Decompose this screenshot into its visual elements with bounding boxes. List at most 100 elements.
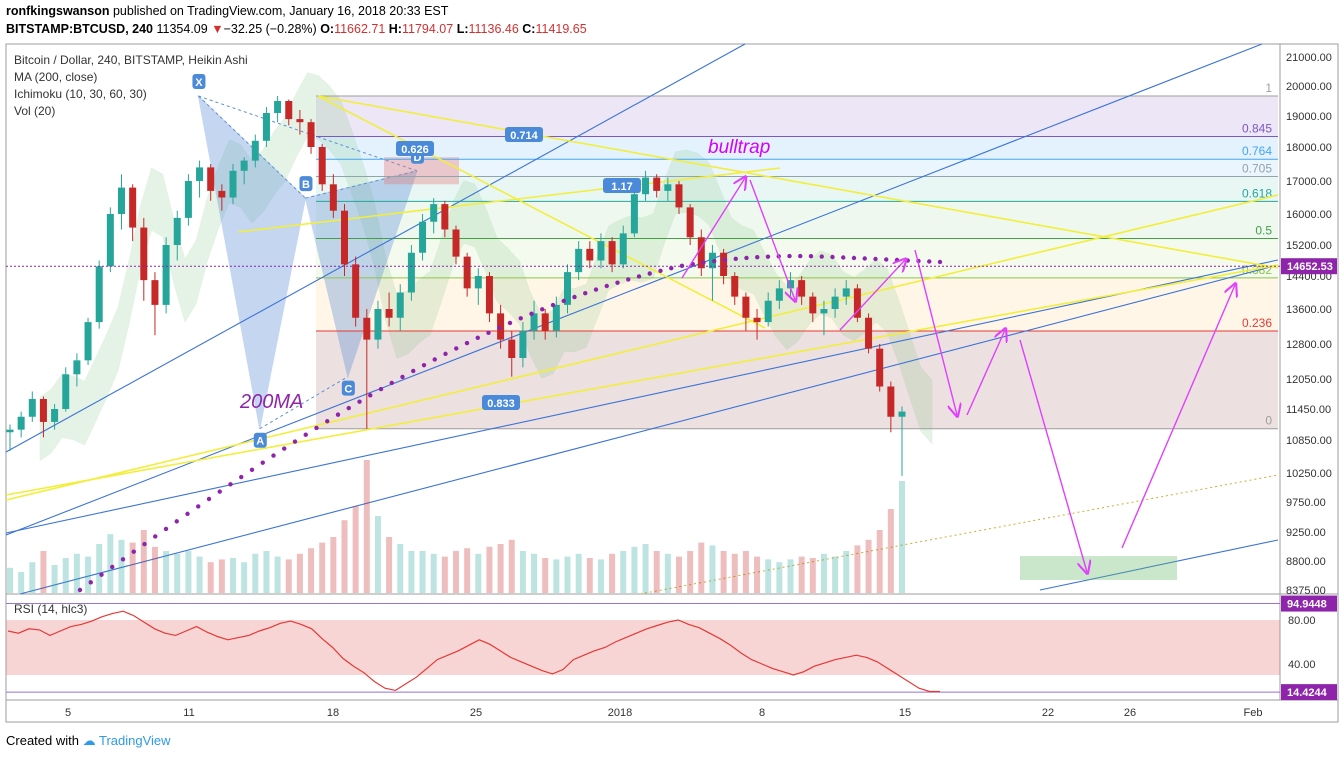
ma-dot xyxy=(142,541,147,547)
candle-body xyxy=(73,360,81,375)
ma-dot xyxy=(626,277,631,282)
volume-bar xyxy=(386,537,393,593)
volume-bar xyxy=(330,537,337,593)
author-name[interactable]: ronfkingswanson xyxy=(6,4,110,18)
volume-bar xyxy=(687,551,694,593)
volume-bar xyxy=(140,530,147,593)
fib-zone xyxy=(316,238,1278,278)
ohlc-line: BITSTAMP:BTCUSD, 240 11354.09 ▼−32.25 (−… xyxy=(6,22,587,36)
current-price-value: 14652.53 xyxy=(1287,261,1333,273)
candle-body xyxy=(664,184,672,191)
candle-body xyxy=(274,101,282,113)
tradingview-logo-icon[interactable]: ☁ xyxy=(82,733,96,748)
ma-dot xyxy=(787,253,792,259)
fib-zone xyxy=(316,176,1278,202)
volume-bar xyxy=(542,558,549,593)
ma-dot xyxy=(518,316,523,321)
volume-bar xyxy=(676,556,682,593)
ratio-badge xyxy=(482,395,520,410)
ma-dot xyxy=(712,258,717,264)
candle-body xyxy=(597,241,605,261)
volume-bar xyxy=(843,551,850,593)
pattern-point-badge xyxy=(341,380,355,396)
tradingview-link[interactable]: TradingView xyxy=(99,733,171,748)
price-tick-label: 11450.00 xyxy=(1286,404,1331,416)
ma-dot xyxy=(669,266,674,271)
ratio-label: 0.626 xyxy=(401,144,429,156)
target-zone xyxy=(1020,556,1177,580)
candle-body xyxy=(809,296,817,314)
volume-bar xyxy=(163,551,170,593)
volume-bar xyxy=(408,551,415,593)
candle-body xyxy=(564,272,571,305)
low-value: 11136.46 xyxy=(468,22,519,36)
volume-bar xyxy=(40,551,47,593)
ma-dot xyxy=(647,271,652,276)
volume-bar xyxy=(118,539,125,593)
current-price-tag xyxy=(1281,258,1337,275)
fib-zone xyxy=(316,96,1278,137)
volume-bar xyxy=(62,558,69,593)
candle-body xyxy=(240,160,248,171)
volume-bar xyxy=(887,509,894,593)
ma-dot xyxy=(550,302,556,308)
volume-bar xyxy=(73,553,80,593)
candle-body xyxy=(642,177,650,195)
price-axis[interactable]: 8375.00 8800.00 9250.00 9750.00 10250.00 1085… xyxy=(6,52,1337,597)
candle-body xyxy=(118,187,125,214)
price-tick-label: 13600.00 xyxy=(1286,304,1332,316)
ma-dot xyxy=(346,405,351,411)
yellow-trendline xyxy=(317,95,1279,269)
candle-body xyxy=(51,409,59,422)
volume-bar xyxy=(241,562,248,593)
fib-zone xyxy=(316,330,1278,429)
yellow-trendline xyxy=(5,194,1279,501)
yellow-trendline xyxy=(237,167,781,233)
ma-dot xyxy=(206,496,212,502)
candle-body xyxy=(485,276,493,314)
yellow-trendline xyxy=(317,95,766,329)
volume-bar xyxy=(742,551,749,593)
volume-legend: Vol (20) xyxy=(14,104,55,118)
volume-bar xyxy=(531,553,538,593)
ma-dot xyxy=(755,255,760,260)
candle-body xyxy=(552,304,560,331)
price-tick-label: 20000.00 xyxy=(1286,81,1332,93)
price-tick-label: 16000.00 xyxy=(1286,209,1332,221)
candle-body xyxy=(363,317,371,340)
candle-body xyxy=(184,181,192,218)
candle-body xyxy=(28,399,36,417)
candle-body xyxy=(407,252,415,293)
volume-bar xyxy=(207,562,214,593)
fib-label: 0.5 xyxy=(1255,223,1272,237)
time-axis[interactable]: 5 11 18 25 2018 8 15 22 26 Feb xyxy=(65,707,1263,719)
pattern-point-label: B xyxy=(302,179,310,191)
volume-bar xyxy=(731,553,738,593)
price-tick-label: 8375.00 xyxy=(1286,585,1326,597)
bulltrap-annotation: bulltrap xyxy=(708,137,770,158)
volume-bar xyxy=(218,559,225,593)
fib-zone xyxy=(316,136,1278,160)
candle-body xyxy=(84,322,92,361)
candle-body xyxy=(140,227,148,281)
harmonic-pattern xyxy=(197,94,459,430)
pattern-point-badge xyxy=(192,74,206,90)
candle-body xyxy=(307,122,315,147)
ma-dot xyxy=(475,335,480,341)
volume-bar xyxy=(631,546,638,593)
candle-body xyxy=(619,233,627,265)
candle-body xyxy=(341,210,348,265)
close-label: C: xyxy=(522,22,536,36)
pattern-point-badge xyxy=(299,176,313,192)
volume-bar xyxy=(129,542,136,593)
volume-bar xyxy=(553,559,560,593)
candle-body xyxy=(853,288,861,318)
ma-dot xyxy=(604,283,609,289)
candle-body xyxy=(575,248,583,273)
ma-dot xyxy=(131,549,136,554)
ma-dot xyxy=(432,357,437,362)
volume-bar xyxy=(274,556,281,593)
volume-bar xyxy=(564,556,571,593)
last-price: 11354.09 xyxy=(156,22,208,36)
